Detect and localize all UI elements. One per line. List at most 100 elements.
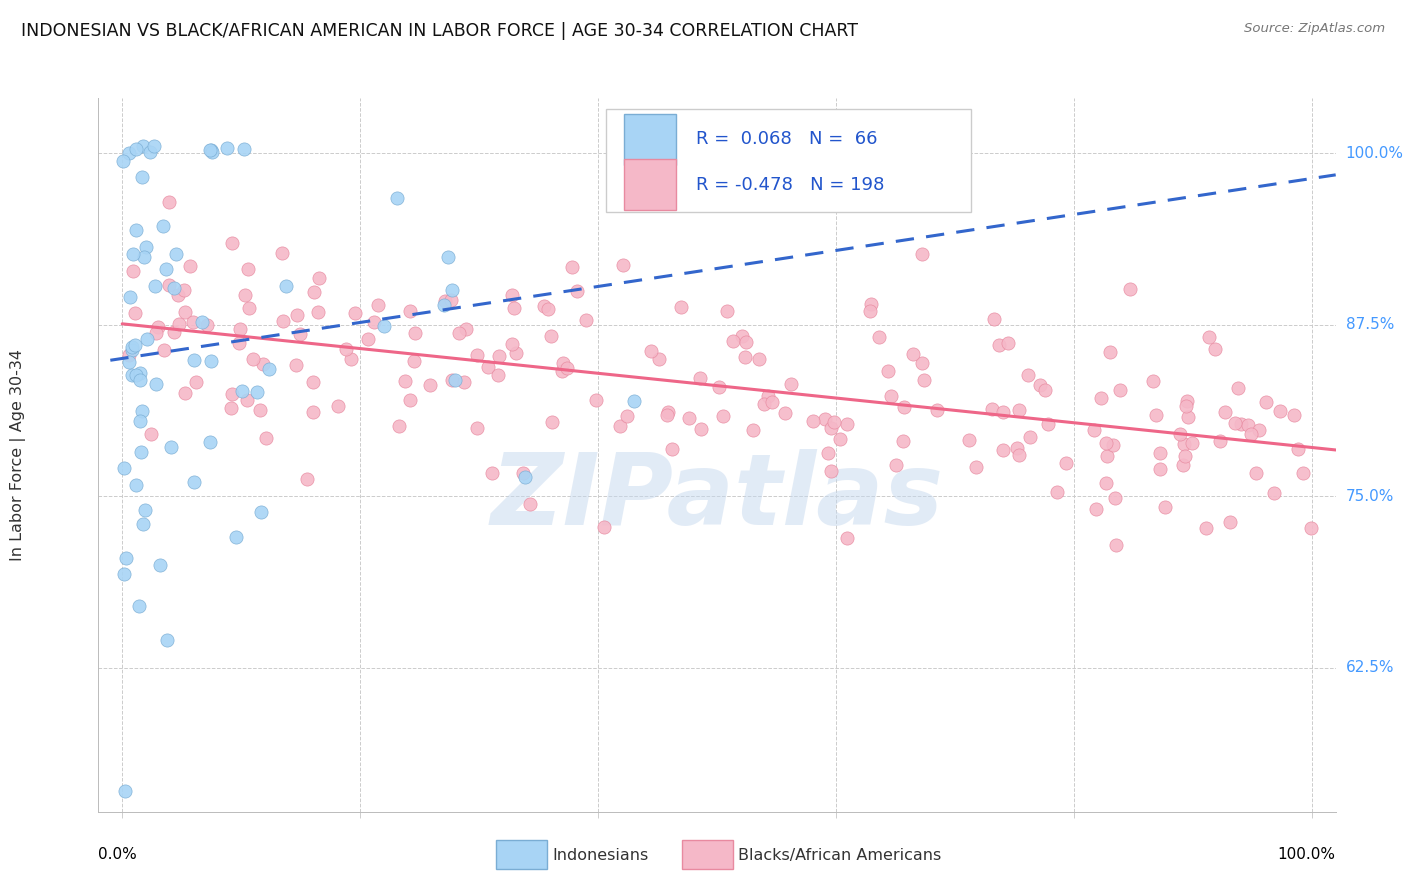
Point <box>1149 462 1171 476</box>
Point <box>308 271 330 285</box>
Point <box>173 283 195 297</box>
Point <box>249 403 271 417</box>
Point <box>340 352 363 367</box>
Point <box>981 402 1004 417</box>
Point <box>344 306 367 320</box>
Point <box>1209 434 1232 449</box>
Point <box>993 443 1015 458</box>
Point <box>1090 392 1112 406</box>
Point <box>1019 430 1042 444</box>
Point <box>820 421 842 435</box>
Point <box>1292 467 1315 481</box>
Point <box>877 364 900 378</box>
Point <box>505 346 527 360</box>
Point <box>1097 449 1119 463</box>
Text: In Labor Force | Age 30-34: In Labor Force | Age 30-34 <box>10 349 25 561</box>
Point <box>593 520 616 534</box>
Point <box>1105 538 1128 552</box>
Point <box>153 343 176 357</box>
Point <box>295 472 318 486</box>
Point <box>1102 438 1125 452</box>
Point <box>1177 409 1199 424</box>
Point <box>1054 456 1077 470</box>
Point <box>678 411 700 425</box>
Point <box>201 145 224 159</box>
Point <box>125 478 148 492</box>
Point <box>444 373 467 387</box>
Point <box>271 246 294 260</box>
Point <box>128 599 150 613</box>
Point <box>860 297 883 311</box>
Point <box>1119 283 1142 297</box>
Point <box>752 397 775 411</box>
Point <box>481 467 503 481</box>
Point <box>891 434 914 448</box>
Point <box>997 335 1019 350</box>
Point <box>136 332 159 346</box>
Text: 100.0%: 100.0% <box>1278 847 1336 863</box>
Point <box>779 376 801 391</box>
Point <box>1223 416 1246 430</box>
Point <box>1008 448 1031 462</box>
Point <box>191 315 214 329</box>
Point <box>159 440 181 454</box>
Point <box>132 139 155 153</box>
Point <box>773 406 796 420</box>
Point <box>1017 368 1039 382</box>
Point <box>195 318 218 333</box>
Point <box>138 145 160 159</box>
Point <box>1095 436 1118 450</box>
Point <box>398 303 420 318</box>
Point <box>179 259 201 273</box>
Point <box>373 319 395 334</box>
Point <box>131 403 153 417</box>
Point <box>640 344 662 359</box>
Point <box>135 240 157 254</box>
Point <box>124 306 146 320</box>
Point <box>859 303 882 318</box>
Text: 87.5%: 87.5% <box>1346 317 1393 332</box>
Point <box>561 260 583 274</box>
Point <box>721 334 744 348</box>
Point <box>181 314 204 328</box>
Point <box>129 373 152 387</box>
Point <box>1173 437 1195 451</box>
Point <box>114 566 136 581</box>
Point <box>1154 500 1177 515</box>
Point <box>557 360 579 375</box>
Point <box>884 458 907 473</box>
Point <box>246 384 269 399</box>
Point <box>394 374 416 388</box>
Point <box>551 363 574 377</box>
Point <box>121 264 143 278</box>
Point <box>623 393 645 408</box>
Point <box>574 313 596 327</box>
Point <box>288 327 311 342</box>
Point <box>1244 466 1267 480</box>
Point <box>111 153 134 168</box>
Point <box>173 304 195 318</box>
Point <box>456 321 478 335</box>
Point <box>308 305 330 319</box>
Point <box>837 532 859 546</box>
Point <box>541 416 564 430</box>
Point <box>163 281 186 295</box>
Point <box>115 550 138 565</box>
Point <box>731 329 754 343</box>
Text: Source: ZipAtlas.com: Source: ZipAtlas.com <box>1244 22 1385 36</box>
Point <box>134 503 156 517</box>
Point <box>765 139 787 153</box>
Point <box>145 377 167 392</box>
FancyBboxPatch shape <box>606 109 970 212</box>
Point <box>437 250 460 264</box>
Point <box>711 409 734 423</box>
Point <box>1046 485 1069 500</box>
Point <box>1239 426 1261 441</box>
Point <box>236 393 259 408</box>
Point <box>1005 441 1028 455</box>
Text: INDONESIAN VS BLACK/AFRICAN AMERICAN IN LABOR FORCE | AGE 30-34 CORRELATION CHAR: INDONESIAN VS BLACK/AFRICAN AMERICAN IN … <box>21 22 858 40</box>
Point <box>402 353 425 368</box>
Point <box>152 219 174 234</box>
Text: 75.0%: 75.0% <box>1346 489 1393 504</box>
Text: ZIPatlas: ZIPatlas <box>491 450 943 546</box>
